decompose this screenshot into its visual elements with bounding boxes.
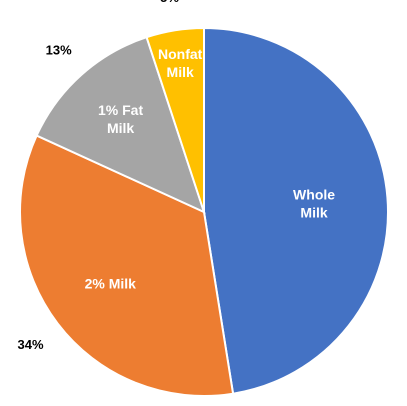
slice-label-1pct-fat-milk: 1% Fat Milk: [98, 102, 143, 136]
slice-label-line: Milk: [300, 204, 327, 220]
slice-label-line: Whole: [293, 186, 335, 202]
slice-label-line: Nonfat: [158, 46, 203, 62]
slice-label-line: Milk: [107, 120, 134, 136]
slice-labels: Whole Milk 2% Milk 1% Fat Milk Nonfat Milk: [85, 46, 336, 291]
slice-label-line: 2% Milk: [85, 275, 137, 291]
percentage-label-1pct-fat-milk: 13%: [46, 43, 72, 58]
slice-label-nonfat-milk: Nonfat Milk: [158, 46, 203, 80]
percentage-label-nonfat-milk: 5%: [160, 0, 179, 5]
pie-slice-1pct-fat-milk: [35, 35, 206, 214]
percentage-label-2pct-milk: 34%: [18, 337, 44, 352]
slice-label-2pct-milk: 2% Milk: [85, 275, 137, 291]
slice-label-line: Milk: [167, 64, 194, 80]
percentage-labels: 47%34%13%5%: [18, 0, 180, 352]
pie-slices: [19, 26, 389, 397]
slice-label-whole-milk: Whole Milk: [293, 186, 335, 220]
slice-label-line: 1% Fat: [98, 102, 143, 118]
pie-slice-2pct-milk: [19, 134, 235, 397]
pie-slice-whole-milk: [203, 26, 389, 395]
pie-slice-nonfat-milk: [145, 26, 205, 213]
